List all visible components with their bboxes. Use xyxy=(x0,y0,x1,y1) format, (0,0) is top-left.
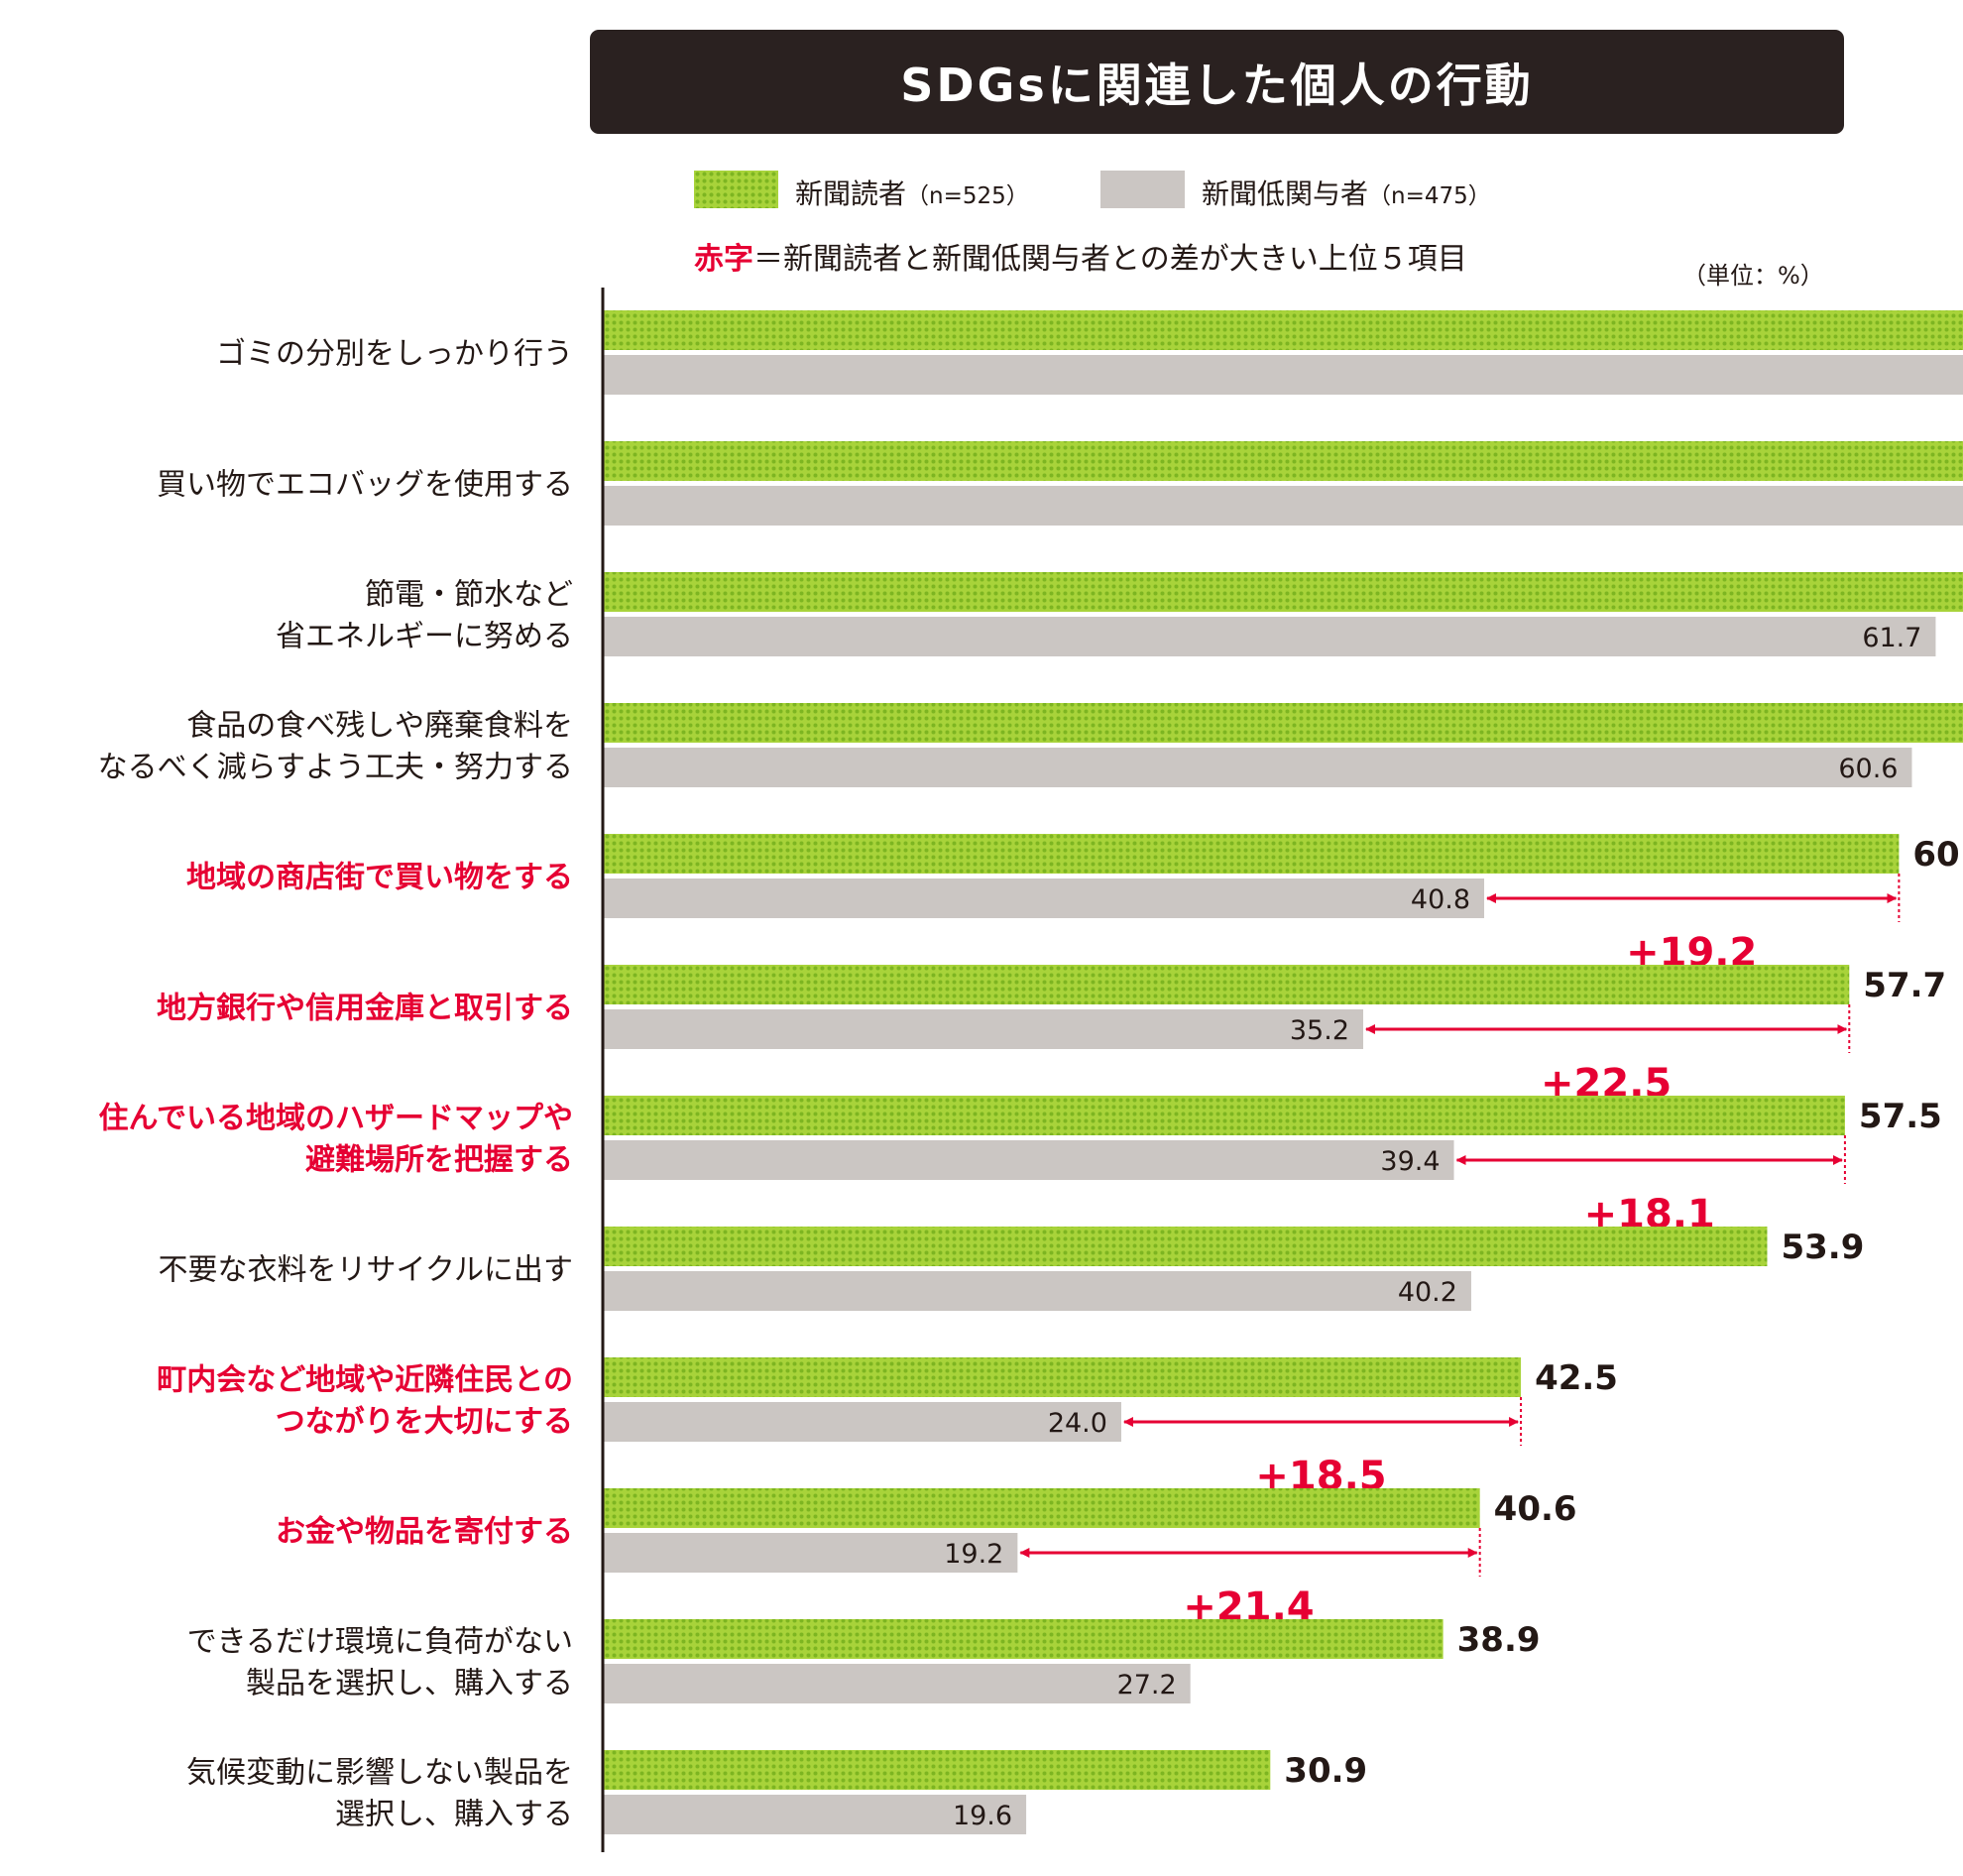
category-label: 節電・節水など xyxy=(365,578,573,613)
bar-low xyxy=(603,486,1963,526)
data-label-readers: 53.9 xyxy=(1781,1228,1864,1267)
chart-note: 赤字＝新聞読者と新聞低関与者との差が大きい上位５項目 xyxy=(694,234,1467,278)
category-label: 地方銀行や信用金庫と取引する xyxy=(157,992,573,1026)
legend-swatch-low xyxy=(1100,171,1185,208)
legend-low-label: 新聞低関与者 xyxy=(1202,177,1369,210)
data-label-readers: 38.9 xyxy=(1457,1620,1541,1660)
data-label-low: 19.6 xyxy=(953,1801,1012,1831)
bar-low xyxy=(603,1009,1364,1049)
data-label-readers: 57.7 xyxy=(1863,966,1946,1005)
data-label-low: 35.2 xyxy=(1290,1015,1349,1046)
bar-low xyxy=(603,617,1936,656)
data-label-readers: 42.5 xyxy=(1535,1358,1618,1398)
bar-readers xyxy=(603,441,1963,481)
chart-title: SDGsに関連した個人の行動 xyxy=(590,30,1844,134)
note-red-part: 赤字 xyxy=(694,242,753,277)
data-label-low: 19.2 xyxy=(944,1539,1003,1570)
category-label: 避難場所を把握する xyxy=(305,1143,573,1178)
bar-readers xyxy=(603,1096,1845,1135)
category-label: 選択し、購入する xyxy=(335,1798,573,1832)
legend-low: 新聞低関与者（n=475） xyxy=(1202,173,1491,212)
category-label: お金や物品を寄付する xyxy=(276,1515,573,1550)
bar-readers xyxy=(603,703,1963,743)
bar-readers xyxy=(603,1357,1522,1397)
category-label: なるべく減らすよう工夫・努力する xyxy=(98,751,573,785)
bar-low xyxy=(603,1664,1191,1703)
bar-readers xyxy=(603,965,1850,1004)
bar-low xyxy=(603,1402,1121,1442)
category-label: ゴミの分別をしっかり行う xyxy=(216,337,573,372)
bar-low xyxy=(603,1140,1454,1180)
data-label-low: 40.2 xyxy=(1398,1277,1457,1308)
category-label: つながりを大切にする xyxy=(276,1405,573,1440)
legend-low-n: （n=475） xyxy=(1368,183,1491,209)
data-label-low: 24.0 xyxy=(1048,1408,1107,1439)
category-label: 気候変動に影響しない製品を xyxy=(186,1756,573,1791)
data-label-low: 39.4 xyxy=(1380,1146,1440,1177)
bar-low xyxy=(603,1533,1018,1573)
data-label-low: 27.2 xyxy=(1117,1670,1177,1700)
category-label: 不要な衣料をリサイクルに出す xyxy=(159,1253,574,1288)
note-rest: ＝新聞読者と新聞低関与者との差が大きい上位５項目 xyxy=(753,242,1467,277)
category-label: 食品の食べ残しや廃棄食料を xyxy=(186,709,573,744)
bar-low xyxy=(603,1271,1471,1311)
bar-low xyxy=(603,355,1963,395)
data-label-low: 60.6 xyxy=(1838,754,1898,784)
category-label: 省エネルギーに努める xyxy=(276,620,573,654)
unit-label: （単位：%） xyxy=(1682,262,1824,290)
data-label-low: 61.7 xyxy=(1862,623,1921,653)
category-label: 製品を選択し、購入する xyxy=(246,1667,573,1701)
category-label: 地域の商店街で買い物をする xyxy=(186,861,573,895)
category-label: できるだけ環境に負荷がない xyxy=(187,1625,573,1660)
legend-readers: 新聞読者（n=525） xyxy=(795,173,1029,212)
bar-readers xyxy=(603,834,1900,874)
data-label-readers: 60.0 xyxy=(1912,835,1963,875)
data-label-readers: 40.6 xyxy=(1494,1489,1577,1529)
category-label: 買い物でエコバッグを使用する xyxy=(157,468,573,503)
bar-readers xyxy=(603,1227,1768,1266)
data-label-low: 40.8 xyxy=(1411,884,1470,915)
bar-readers xyxy=(603,572,1963,612)
category-label: 住んでいる地域のハザードマップや xyxy=(99,1102,574,1136)
bar-low xyxy=(603,879,1485,918)
legend-swatch-readers xyxy=(694,171,778,208)
bar-low xyxy=(603,748,1912,787)
legend-readers-label: 新聞読者 xyxy=(795,177,907,210)
data-label-readers: 30.9 xyxy=(1284,1751,1367,1791)
bar-readers xyxy=(603,1750,1271,1790)
chart-title-text: SDGsに関連した個人の行動 xyxy=(900,58,1534,112)
category-label: 町内会など地域や近隣住民との xyxy=(157,1363,573,1398)
bar-readers xyxy=(603,310,1963,350)
bar-readers xyxy=(603,1619,1443,1659)
bar-readers xyxy=(603,1488,1480,1528)
legend-readers-n: （n=525） xyxy=(906,183,1029,209)
data-label-readers: 57.5 xyxy=(1859,1097,1942,1136)
bar-low xyxy=(603,1795,1027,1834)
